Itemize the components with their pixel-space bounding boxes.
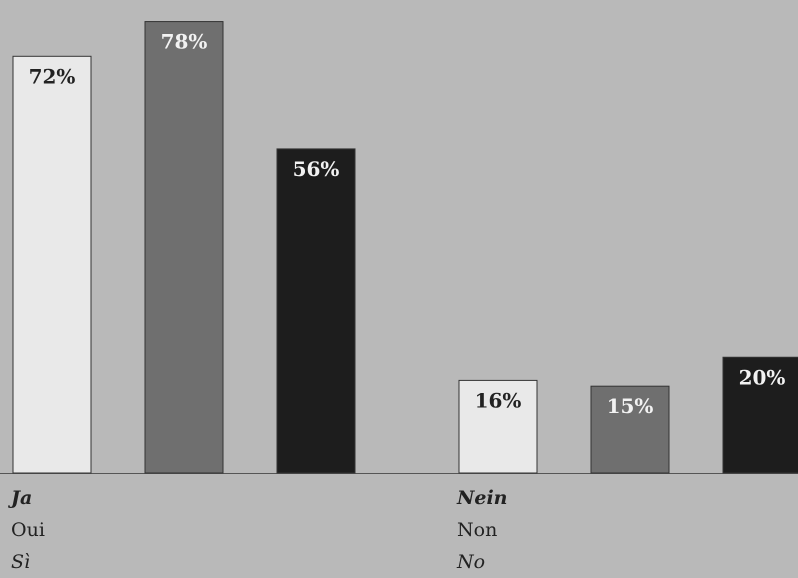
data-label: 78% bbox=[161, 30, 208, 54]
data-label: 56% bbox=[293, 157, 340, 181]
data-label: 16% bbox=[475, 388, 522, 412]
group-label-no: Nein Non No bbox=[457, 482, 508, 578]
group-label-yes: Ja Oui Sì bbox=[11, 482, 45, 578]
group-label-line: Nein bbox=[457, 487, 508, 509]
bar bbox=[12, 55, 92, 474]
data-label: 20% bbox=[739, 365, 786, 389]
bar bbox=[722, 356, 798, 474]
bar bbox=[590, 385, 670, 474]
data-label: 72% bbox=[29, 64, 76, 88]
group-label-line: Sì bbox=[11, 551, 31, 573]
data-label: 15% bbox=[607, 394, 654, 418]
group-label-line: Oui bbox=[11, 519, 45, 541]
bar bbox=[144, 21, 224, 474]
group-label-line: No bbox=[457, 551, 486, 573]
bar bbox=[276, 148, 356, 474]
bar bbox=[458, 379, 538, 474]
group-label-line: Ja bbox=[11, 487, 33, 509]
group-label-line: Non bbox=[457, 519, 498, 541]
